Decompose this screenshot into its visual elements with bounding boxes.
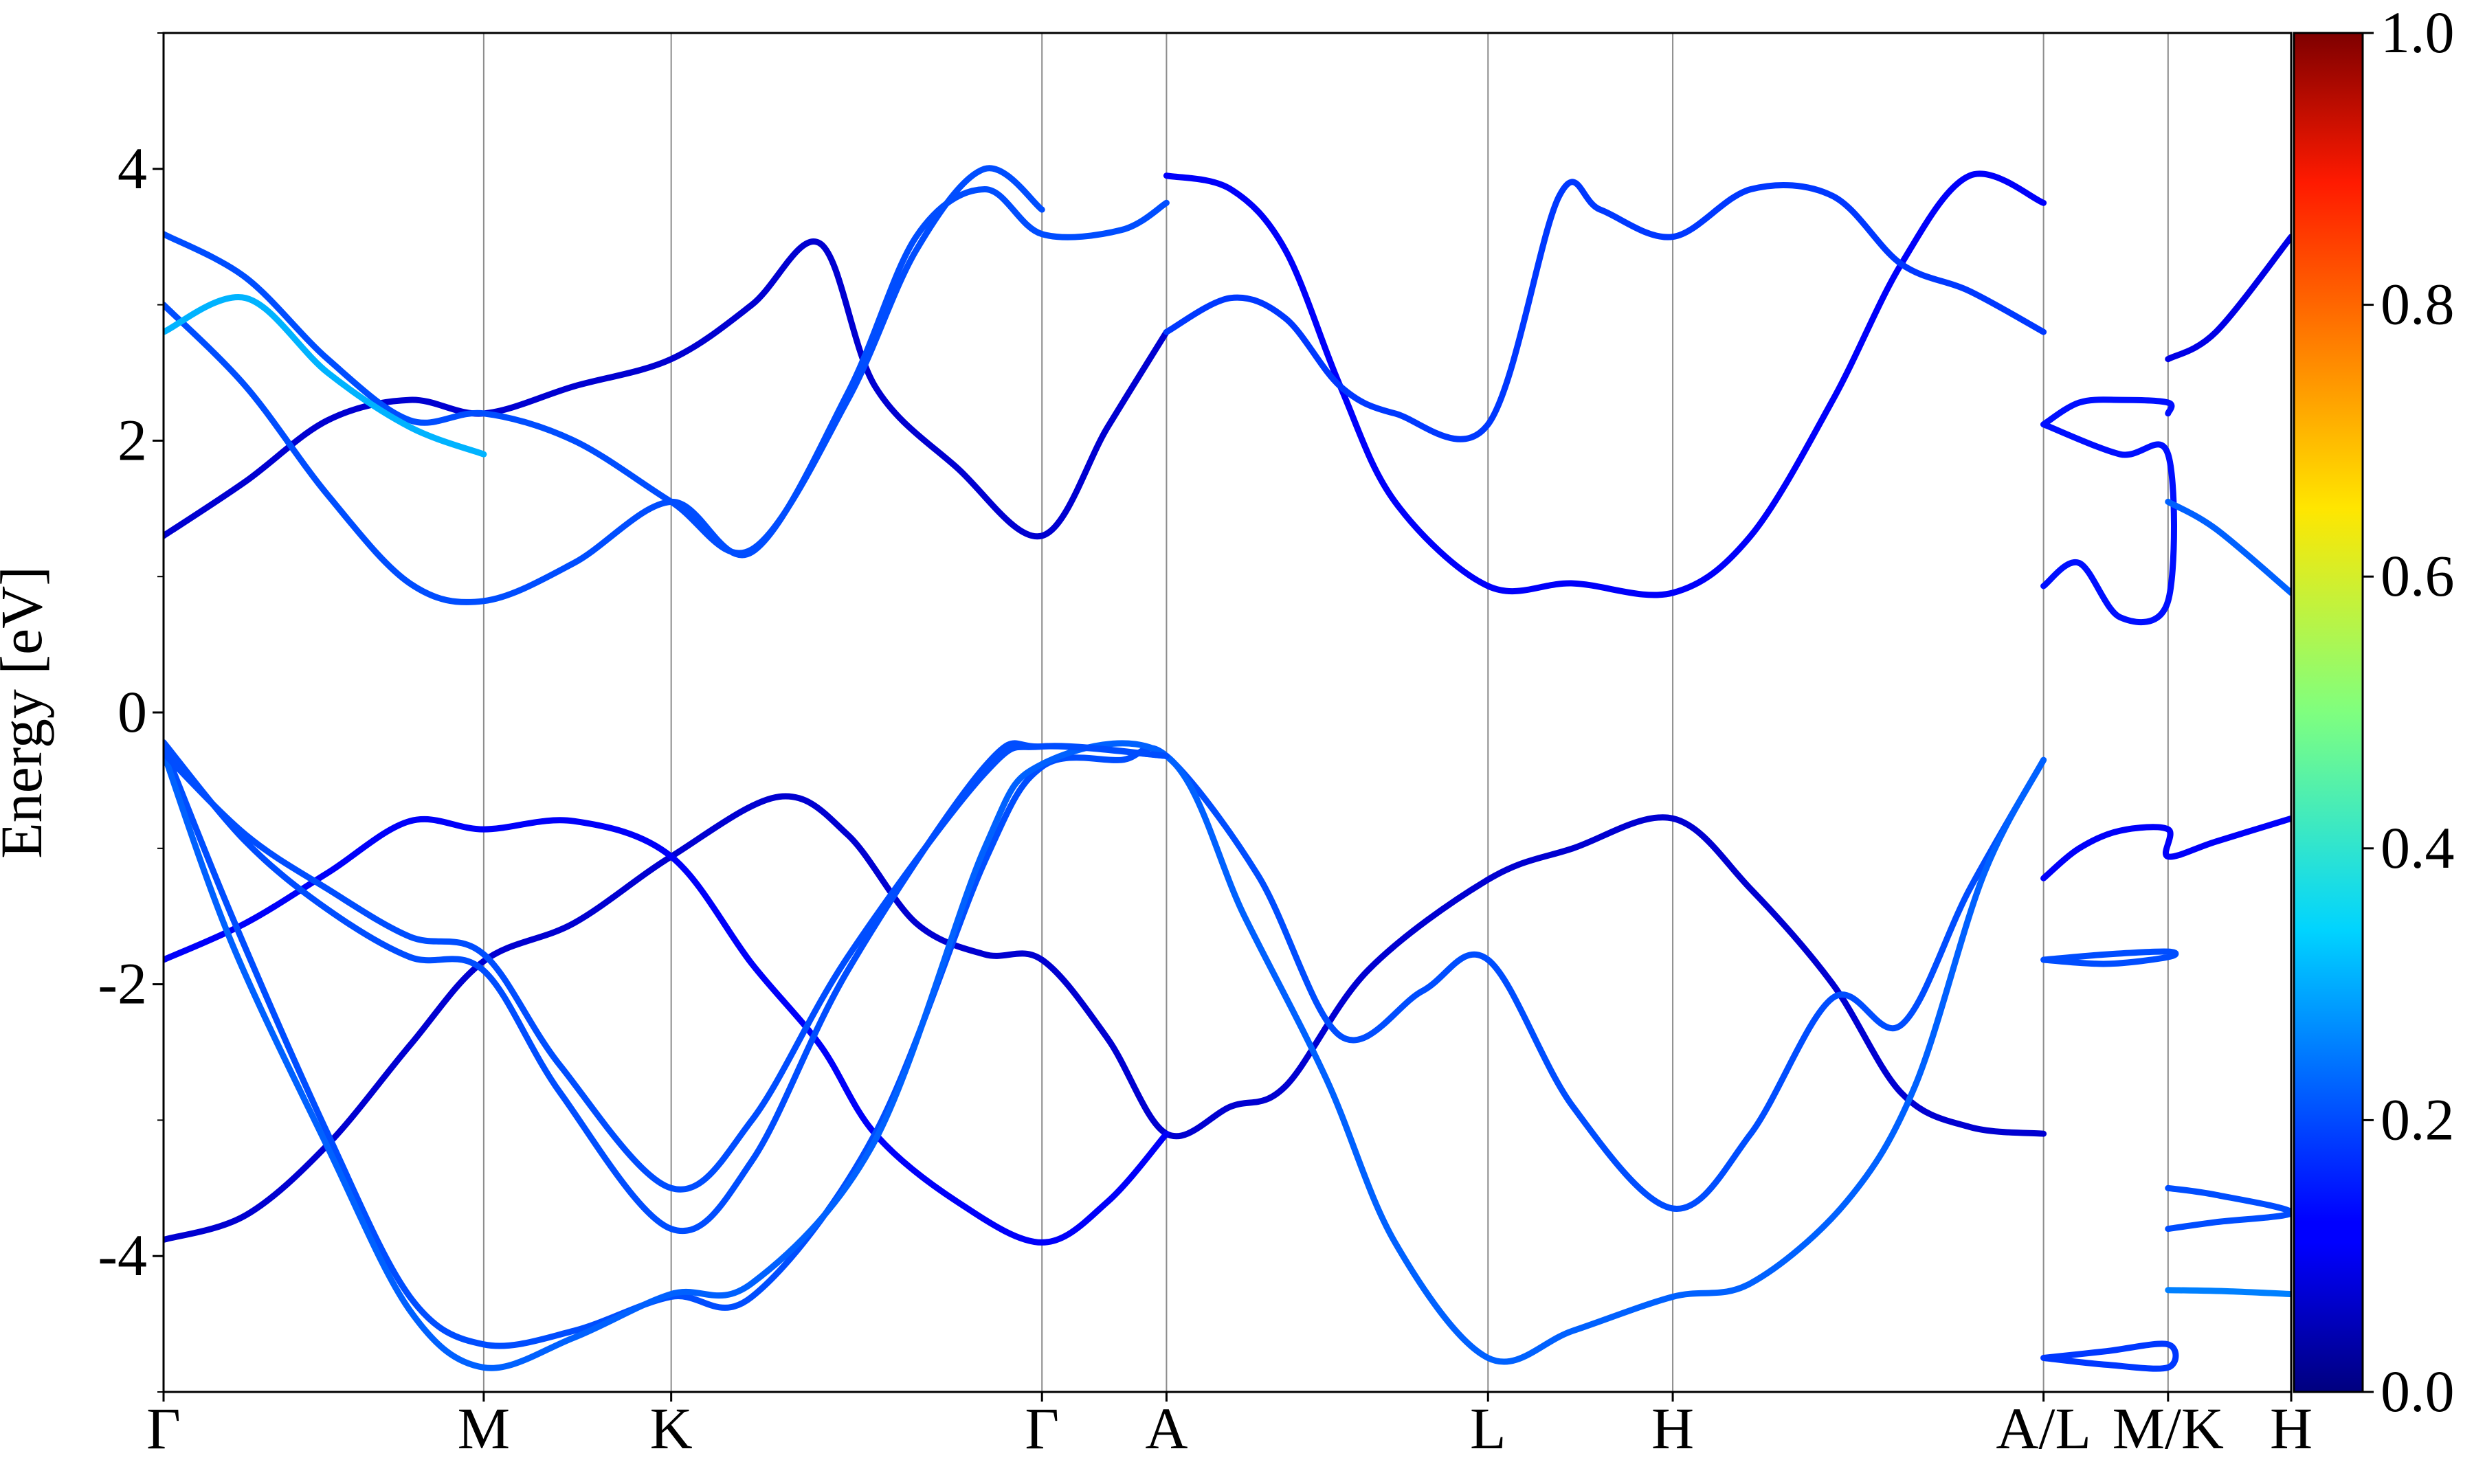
band-line [2040,948,2179,967]
colorbar-tick-label: 0.8 [2381,271,2455,337]
y-tick-label: 2 [118,407,147,473]
y-tick-label: -2 [98,951,147,1017]
band-line [2165,498,2291,596]
band-line [2165,1184,2291,1233]
band-line [164,165,1045,556]
band-line [2040,1340,2179,1372]
x-tick-label: H [1651,1395,1694,1461]
x-tick-label: Γ [146,1395,181,1461]
x-tick-label: Γ [1025,1395,1059,1461]
band-line [164,293,487,458]
colorbar-tick-label: 0.0 [2381,1358,2455,1424]
band-line [164,186,1170,605]
colorbar-tick-label: 0.2 [2381,1086,2455,1152]
kpoint-gridlines [163,33,2292,1392]
band-line [2040,815,2291,881]
x-tick-label: K [650,1395,693,1461]
y-axis-ticks: -4 -2 0 2 4 [98,32,164,1393]
plot-frame [162,32,2293,1393]
band-line [2165,1287,2291,1298]
y-tick-label: -4 [98,1222,147,1288]
x-tick-label: H [2270,1395,2313,1461]
band-line [164,740,2047,1371]
x-axis-ticks: Γ M K Γ A L H A/L M/K H [146,1392,2313,1461]
colorbar-tick-label: 0.6 [2381,543,2455,609]
x-tick-label: M [458,1395,510,1461]
x-tick-label: M/K [2113,1395,2224,1461]
colorbar-tick-label: 1.0 [2381,0,2455,65]
band-line [164,743,2047,1349]
x-tick-label: A/L [1996,1395,2091,1461]
x-tick-label: L [1470,1395,1506,1461]
y-tick-label: 0 [118,679,147,745]
band-line [2040,421,2177,625]
band-line [2165,234,2291,363]
band-line [164,743,1170,1193]
band-line [164,238,1170,540]
colorbar [2293,32,2364,1393]
colorbar-tick-label: 0.4 [2381,815,2455,881]
colorbar-ticks: 0.0 0.2 0.4 0.6 0.8 1.0 [2363,0,2455,1424]
y-axis-label: Energy [eV] [0,566,54,859]
x-tick-label: A [1145,1395,1188,1461]
band-lines [164,165,2291,1372]
band-line [164,739,1170,1235]
y-tick-label: 4 [118,135,147,201]
band-line [164,793,2047,1243]
band-line [164,816,1170,1246]
band-line [1163,170,2047,598]
band-line [2040,396,2175,428]
band-line [1163,179,2047,442]
